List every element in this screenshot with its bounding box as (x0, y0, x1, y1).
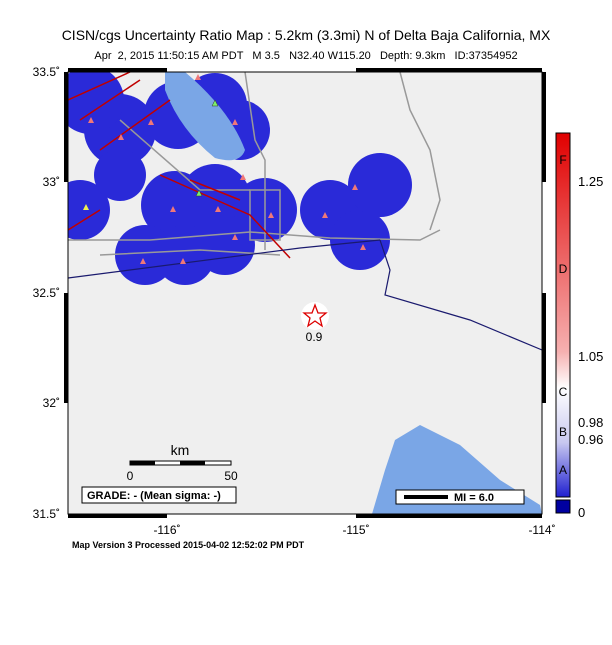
station-yellow (83, 204, 89, 210)
colorbar-grade: C (559, 385, 568, 399)
scale-bar: km 0 50 (127, 442, 238, 483)
colorbar-value: 1.25 (578, 174, 603, 189)
colorbar-labels: 1.25 1.05 0.98 0.96 0 F D C B A (559, 153, 604, 520)
colorbar-grade: B (559, 425, 567, 439)
footer: Map Version 3 Processed 2015-04-02 12:52… (72, 540, 305, 550)
map-area: 0.9 km 0 50 GRADE: - (Mean sigma: -) MI … (68, 72, 542, 514)
lat-label: 33.5˚ (33, 65, 60, 79)
lat-label: 33˚ (43, 175, 60, 189)
title: CISN/cgs Uncertainty Ratio Map : 5.2km (… (62, 27, 551, 43)
grade: GRADE: - (Mean sigma: -) (87, 490, 221, 502)
epicenter-halo (301, 302, 329, 330)
scale-end: 50 (224, 469, 238, 483)
border (68, 239, 381, 279)
scale-unit: km (171, 442, 190, 458)
grade-box (81, 486, 237, 504)
subtitle: Apr 2, 2015 11:50:15 AM PDT M 3.5 N32.40… (94, 50, 517, 62)
state-border (379, 239, 542, 351)
lon-labels: -116˚ -115˚ -114˚ (153, 523, 555, 537)
colorbar-grade: A (559, 463, 567, 477)
frame-ticks (64, 68, 546, 518)
epicenter-label: 0.9 (306, 330, 323, 344)
colorbar (555, 132, 571, 498)
lat-label: 32.5˚ (33, 286, 60, 300)
lon-label: -114˚ (528, 523, 555, 537)
legend: MI = 6.0 (454, 492, 494, 504)
lat-labels: 33.5˚ 33˚ 32.5˚ 32˚ 31.5˚ (33, 65, 60, 521)
legend-box (395, 489, 525, 505)
colorbar-value: 1.05 (578, 349, 603, 364)
lon-label: -115˚ (342, 523, 369, 537)
lon-label: -116˚ (153, 523, 180, 537)
colorbar-value: 0 (578, 505, 585, 520)
epicenter (302, 303, 328, 328)
colorbar-grade: D (559, 262, 568, 276)
lat-label: 32˚ (43, 396, 60, 410)
stations-green (195, 99, 219, 197)
lat-label: 31.5˚ (33, 507, 60, 521)
stations (88, 74, 366, 264)
faults (68, 72, 291, 259)
salton-sea (165, 72, 245, 161)
scale-start: 0 (127, 469, 134, 483)
colorbar-value: 0.96 (578, 432, 603, 447)
colorbar-grade: F (559, 153, 566, 167)
colorbar-min (555, 499, 571, 514)
colorbar-value: 0.98 (578, 415, 603, 430)
roads (68, 72, 441, 256)
